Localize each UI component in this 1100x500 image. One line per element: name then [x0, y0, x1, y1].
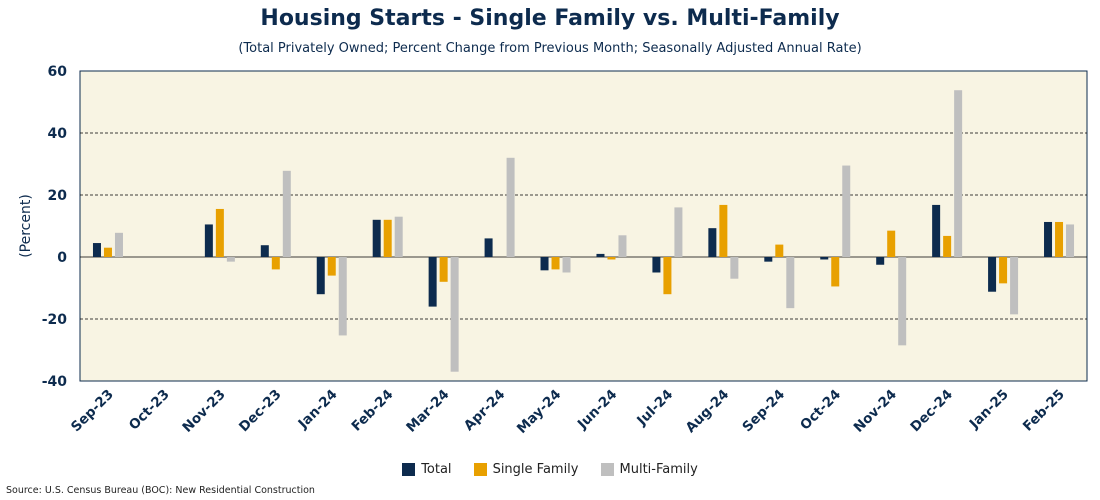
- y-tick-labels: -40 -20 0 20 40 60: [42, 64, 68, 390]
- bar-single-family: [327, 257, 336, 276]
- bar-total: [932, 204, 941, 257]
- y-tick-label: 20: [48, 188, 68, 204]
- x-tick-label: Jan-24: [295, 387, 341, 433]
- x-tick-label: Jun-24: [574, 387, 620, 433]
- x-tick-label: Dec-23: [236, 387, 285, 436]
- bar-total: [428, 257, 437, 307]
- bar-multi-family: [730, 257, 739, 279]
- bar-single-family: [215, 208, 224, 257]
- x-tick-label: Feb-24: [349, 387, 397, 435]
- bar-multi-family: [674, 207, 683, 257]
- bar-multi-family: [226, 257, 235, 262]
- bar-single-family: [439, 257, 448, 282]
- x-tick-label: Nov-23: [179, 387, 228, 436]
- bar-total: [260, 245, 269, 257]
- bar-total: [820, 257, 829, 260]
- bar-multi-family: [618, 235, 627, 257]
- legend-label: Single Family: [492, 462, 579, 477]
- bar-total: [92, 243, 101, 257]
- bar-total: [652, 257, 661, 273]
- bar-single-family: [831, 257, 840, 287]
- y-tick-label: 40: [48, 126, 68, 142]
- bar-total: [596, 253, 605, 257]
- bar-single-family: [943, 235, 952, 257]
- legend: Total Single Family Multi-Family: [0, 462, 1100, 477]
- bar-total: [204, 224, 213, 257]
- bar-single-family: [999, 257, 1008, 284]
- gridlines: [80, 132, 1087, 320]
- x-tick-label: Apr-24: [461, 387, 508, 434]
- x-tick-label: Sep-24: [739, 387, 788, 436]
- legend-item: Single Family: [473, 462, 579, 477]
- x-tick-label: Nov-24: [851, 387, 900, 436]
- bar-single-family: [887, 230, 896, 257]
- legend-label: Total: [421, 462, 452, 477]
- y-tick-label: 0: [57, 250, 67, 266]
- legend-swatch: [600, 463, 614, 476]
- bar-multi-family: [786, 257, 795, 309]
- bar-multi-family: [1066, 224, 1075, 257]
- legend-item: Multi-Family: [600, 462, 698, 477]
- bar-single-family: [775, 244, 784, 257]
- x-tick-labels: Sep-23 Oct-23 Nov-23 Dec-23 Jan-24 Feb-24 Mar-…: [68, 387, 1068, 437]
- bar-total: [708, 228, 717, 257]
- y-tick-label: -20: [42, 312, 68, 328]
- x-tick-label: Jan-25: [966, 387, 1012, 433]
- chart-subtitle: (Total Privately Owned; Percent Change f…: [238, 41, 862, 56]
- bar-total: [1044, 221, 1053, 257]
- x-tick-label: Sep-23: [68, 387, 117, 436]
- plot-background: [79, 70, 1088, 382]
- bar-multi-family: [282, 170, 291, 257]
- legend-swatch: [473, 463, 487, 476]
- x-tick-label: May-24: [514, 387, 564, 437]
- bar-multi-family: [562, 257, 571, 273]
- bars: [92, 90, 1075, 372]
- y-tick-label: 60: [48, 64, 68, 80]
- bar-total: [540, 257, 549, 271]
- bar-multi-family: [898, 257, 907, 346]
- x-tick-label: Mar-24: [403, 387, 452, 436]
- bar-total: [372, 219, 381, 257]
- bar-multi-family: [954, 90, 963, 257]
- bar-single-family: [1055, 221, 1064, 257]
- bar-total: [484, 238, 493, 257]
- bar-single-family: [271, 257, 280, 270]
- legend-label: Multi-Family: [619, 462, 698, 477]
- x-tick-label: Oct-24: [797, 387, 844, 434]
- bar-total: [764, 257, 773, 262]
- x-tick-label: Aug-24: [683, 387, 733, 437]
- bar-multi-family: [338, 257, 347, 336]
- bar-total: [316, 257, 325, 295]
- bar-single-family: [663, 257, 672, 295]
- bar-total: [988, 257, 997, 292]
- legend-item: Total: [402, 462, 452, 477]
- bar-multi-family: [450, 257, 459, 372]
- bar-multi-family: [1010, 257, 1019, 315]
- bar-single-family: [383, 219, 392, 257]
- bar-multi-family: [506, 157, 515, 257]
- bar-multi-family: [842, 165, 851, 257]
- legend-swatch: [402, 463, 416, 476]
- bar-single-family: [551, 257, 560, 270]
- chart-title: Housing Starts - Single Family vs. Multi…: [260, 6, 840, 31]
- bar-total: [876, 257, 885, 265]
- bar-single-family: [103, 247, 112, 257]
- y-tick-label: -40: [42, 374, 68, 390]
- bar-single-family: [719, 204, 728, 257]
- bar-multi-family: [394, 216, 403, 257]
- source-note: Source: U.S. Census Bureau (BOC): New Re…: [6, 485, 315, 496]
- x-tick-label: Feb-25: [1020, 387, 1068, 435]
- bar-multi-family: [114, 232, 123, 257]
- x-tick-label: Dec-24: [907, 387, 956, 436]
- y-axis-label: (Percent): [18, 194, 34, 258]
- x-tick-label: Jul-24: [633, 387, 676, 430]
- bar-single-family: [607, 257, 616, 260]
- x-tick-label: Oct-23: [126, 387, 173, 434]
